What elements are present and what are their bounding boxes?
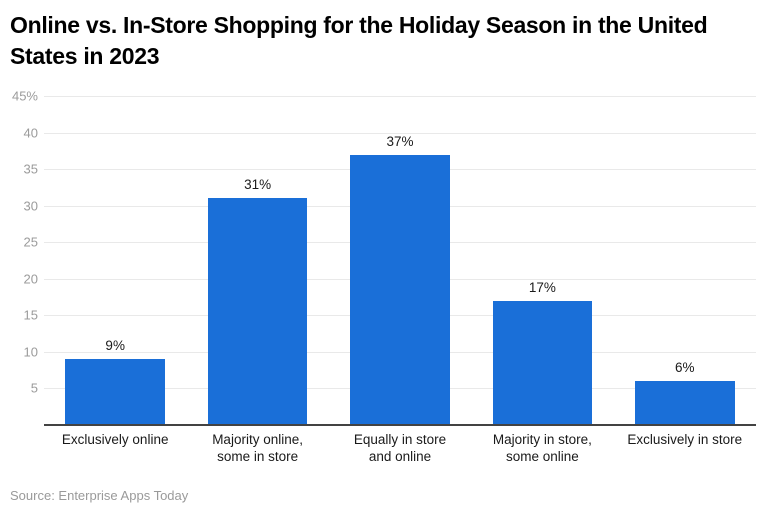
bar-slot: 31% [186, 96, 328, 425]
x-axis-category-label: Equally in store and online [353, 432, 447, 464]
x-axis-category-label: Exclusively online [61, 432, 169, 447]
y-axis-tick-label: 40 [23, 125, 38, 141]
plot-area: 9% 31% 37% 17% 6% [44, 96, 756, 426]
y-axis-tick-label: 25 [23, 234, 38, 250]
bar-slot: 37% [329, 96, 471, 425]
bar-value-label: 9% [105, 338, 125, 354]
x-axis-category-label: Majority online, some in store [212, 432, 303, 464]
y-axis-tick-label: 35 [23, 161, 38, 177]
bar: 37% [350, 134, 450, 425]
bar: 17% [492, 280, 593, 425]
bar-value-label: 6% [675, 360, 695, 376]
bar-value-label: 31% [244, 177, 272, 193]
y-axis-tick-label: 5 [30, 380, 38, 396]
bar-slot: 17% [471, 96, 613, 425]
y-axis-tick-label: 20 [23, 271, 38, 287]
source-note: Source: Enterprise Apps Today [10, 488, 189, 503]
bar: 6% [634, 360, 735, 425]
x-axis-line [44, 424, 756, 426]
bar-value-label: 17% [528, 279, 556, 295]
x-axis-labels: Exclusively online Majority online, some … [44, 432, 756, 466]
x-axis-category-label: Exclusively in store [627, 432, 743, 447]
bar-slot: 9% [44, 96, 186, 425]
y-axis-tick-label: 10 [23, 344, 38, 360]
y-axis: 45% 40 35 30 25 20 15 10 5 [0, 89, 38, 425]
x-axis-category-label: Majority in store, some online [492, 432, 592, 464]
bar: 9% [65, 338, 166, 425]
chart-title: Online vs. In-Store Shopping for the Hol… [10, 12, 708, 69]
bar-slot: 6% [614, 96, 756, 425]
gridline [44, 132, 756, 134]
y-axis-tick-label: 15 [23, 307, 38, 323]
bar-value-label: 37% [386, 133, 414, 149]
y-axis-tick-label: 45% [11, 88, 38, 104]
gridline [44, 96, 756, 97]
y-axis-tick-label: 30 [23, 198, 38, 214]
bar: 31% [207, 177, 308, 425]
